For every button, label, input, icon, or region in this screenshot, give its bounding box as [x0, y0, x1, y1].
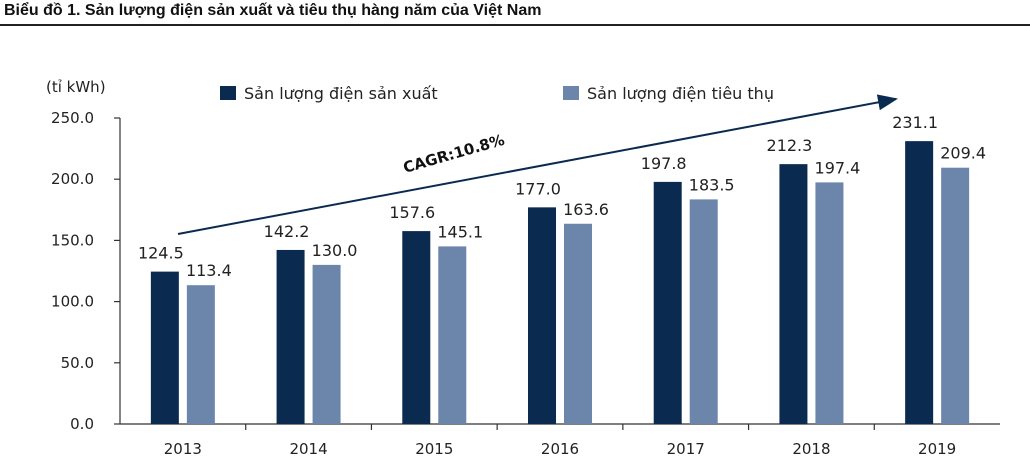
x-tick-label: 2016	[541, 440, 579, 458]
data-label-consumption: 130.0	[312, 241, 358, 260]
cagr-trend-arrow	[177, 94, 898, 235]
y-tick-label: 200.0	[51, 170, 94, 188]
data-label-production: 124.5	[138, 244, 184, 263]
data-label-production: 177.0	[515, 179, 561, 198]
bar-production	[402, 231, 431, 424]
bar-production	[528, 207, 556, 424]
x-tick-label: 2018	[792, 440, 830, 458]
legend-entry: Sản lượng điện tiêu thụ	[587, 84, 774, 103]
data-label-consumption: 163.6	[563, 200, 609, 219]
x-tick-label: 2017	[667, 440, 705, 458]
y-tick-label: 250.0	[51, 109, 94, 127]
bar-consumption	[312, 264, 341, 424]
legend-swatch	[220, 86, 236, 100]
data-label-consumption: 145.1	[437, 222, 483, 241]
bar-consumption	[564, 223, 592, 424]
title-divider	[0, 24, 1030, 26]
bar-production	[779, 164, 808, 424]
x-tick-label: 2015	[415, 440, 453, 458]
y-axis-unit-label: (tỉ kWh)	[46, 78, 106, 96]
bar-consumption	[438, 246, 467, 424]
bar-consumption	[186, 285, 215, 424]
y-tick-label: 50.0	[61, 354, 94, 372]
y-tick-label: 0.0	[70, 415, 94, 433]
y-tick-label: 100.0	[51, 293, 94, 311]
data-label-consumption: 183.5	[689, 175, 735, 194]
bar-consumption	[689, 199, 718, 424]
legend-entry: Sản lượng điện sản xuất	[244, 84, 438, 103]
data-label-consumption: 209.4	[940, 144, 986, 163]
bar-consumption	[941, 167, 970, 424]
cagr-annotation: CAGR:10.8%	[401, 131, 506, 177]
data-label-production: 157.6	[389, 203, 435, 222]
bar-consumption	[815, 182, 844, 424]
data-label-production: 197.8	[641, 154, 687, 173]
bar-production	[150, 271, 179, 424]
data-label-consumption: 197.4	[815, 158, 861, 177]
bar-production	[653, 181, 682, 424]
data-label-consumption: 113.4	[186, 261, 232, 280]
y-tick-label: 150.0	[51, 231, 94, 249]
page-title: Biểu đồ 1. Sản lượng điện sản xuất và ti…	[4, 2, 542, 19]
data-label-production: 231.1	[892, 113, 938, 132]
legend-swatch	[563, 86, 579, 100]
bar-production	[905, 141, 934, 424]
x-tick-label: 2014	[289, 440, 327, 458]
x-tick-label: 2019	[918, 440, 956, 458]
x-tick-label: 2013	[164, 440, 202, 458]
data-label-production: 142.2	[264, 222, 310, 241]
data-label-production: 212.3	[767, 136, 813, 155]
bar-production	[276, 249, 305, 424]
